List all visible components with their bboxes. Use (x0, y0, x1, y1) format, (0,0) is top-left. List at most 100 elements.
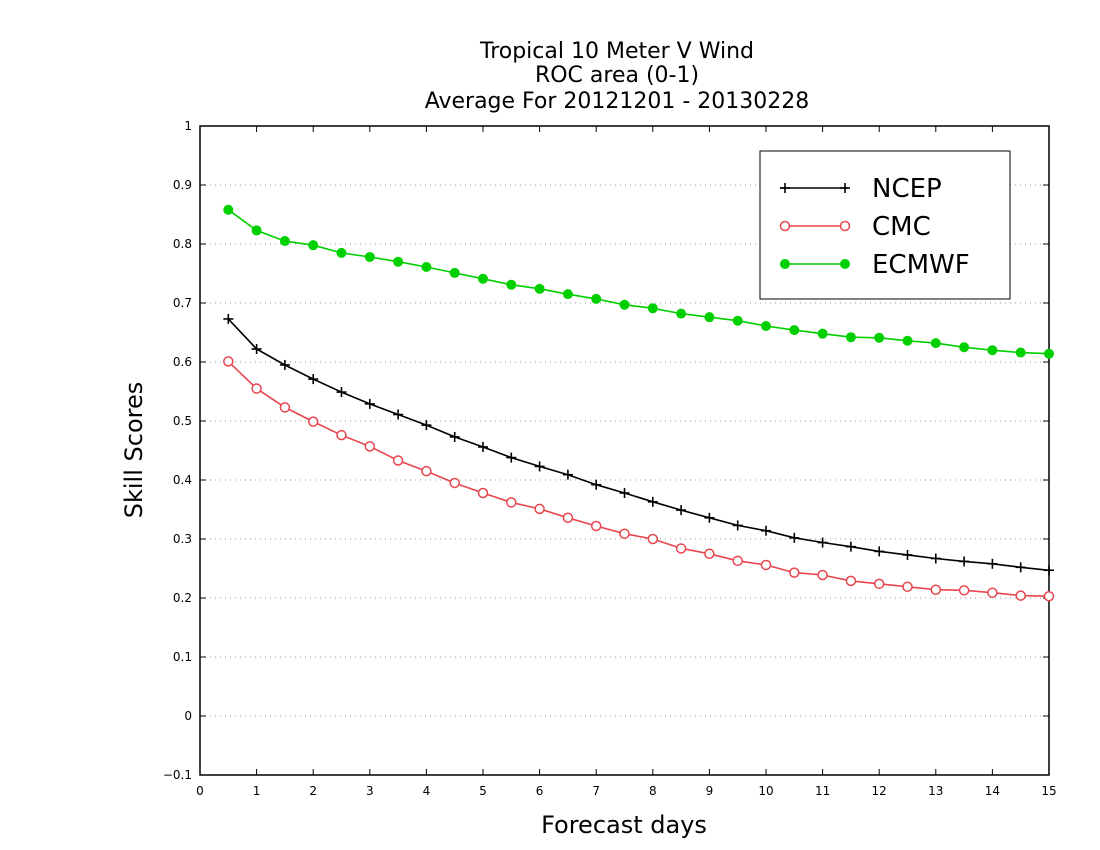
y-tick-label: 0.3 (173, 532, 192, 546)
x-tick-label: 15 (1041, 784, 1056, 798)
cmc-point (619, 528, 630, 539)
ecmwf-point (874, 332, 885, 343)
y-tick-label: 0.4 (173, 473, 192, 487)
cmc-point (704, 548, 715, 559)
cmc-point (1015, 590, 1026, 601)
cmc-point (958, 585, 970, 596)
ecmwf-point (647, 303, 658, 314)
chart-title-line-1: Tropical 10 Meter V Wind (479, 39, 754, 64)
cmc-point (279, 402, 291, 413)
x-axis-title: Forecast days (541, 811, 707, 839)
plot-area-frame (199, 125, 1050, 776)
cmc-point (336, 429, 347, 441)
y-tick-label: 0.6 (173, 355, 192, 369)
ecmwf-point (845, 332, 856, 343)
cmc-point (987, 587, 998, 598)
y-axis-title: Skill Scores (120, 382, 148, 519)
cmc-point (392, 455, 404, 466)
x-tick-label: 2 (309, 784, 317, 798)
ecmwf-point (478, 273, 488, 284)
x-tick-label: 6 (536, 784, 544, 798)
cmc-point (930, 584, 942, 595)
cmc-point (307, 416, 319, 427)
chart-title-group: Tropical 10 Meter V Wind ROC area (0-1) … (425, 39, 810, 114)
x-tick-label: 13 (928, 784, 943, 798)
x-tick-label: 7 (592, 784, 600, 798)
x-tick-label: 8 (649, 784, 657, 798)
series-cmc (223, 356, 1055, 602)
chart-title-line-2: ROC area (0-1) (535, 63, 699, 88)
x-tick-label: 3 (366, 784, 374, 798)
ecmwf-point (534, 283, 545, 294)
y-tick-label: 0.1 (173, 650, 192, 664)
cmc-point (779, 220, 791, 232)
cmc-point (845, 575, 857, 587)
y-tick-label: 0 (184, 709, 192, 723)
chart-title-line-3: Average For 20121201 - 20130228 (425, 89, 810, 114)
ncep-line (227, 318, 1050, 572)
ecmwf-point (987, 345, 998, 356)
ecmwf-point (421, 262, 432, 273)
cmc-point (817, 569, 828, 581)
legend-item-ecmwf: ECMWF (780, 250, 970, 280)
ecmwf-point (619, 299, 630, 310)
legend-item-cmc: CMC (779, 212, 931, 242)
cmc-point (1043, 590, 1055, 602)
ecmwf-point (930, 338, 941, 349)
cmc-point (477, 487, 489, 499)
cmc-point (590, 520, 602, 532)
legend-label-ncep: NCEP (872, 174, 942, 204)
cmc-point (647, 533, 659, 545)
ecmwf-point (732, 315, 743, 326)
ecmwf-point (789, 325, 800, 336)
ecmwf-point (1044, 348, 1054, 359)
y-axis-ticks: −0.1 0 0.1 0.2 0.3 0.4 0.5 0.6 0.7 0.8 0.9 1 (163, 119, 1049, 782)
y-tick-label: −0.1 (163, 768, 192, 782)
x-tick-label: 1 (253, 784, 261, 798)
cmc-point (251, 383, 262, 394)
y-tick-label: 0.5 (173, 414, 192, 428)
ecmwf-point (840, 259, 850, 269)
ecmwf-point (704, 312, 715, 323)
x-tick-label: 10 (758, 784, 773, 798)
ecmwf-point (1015, 347, 1026, 358)
legend-item-ncep: NCEP (780, 174, 942, 204)
x-tick-label: 12 (872, 784, 887, 798)
legend: NCEP CMC ECMWF (759, 150, 1011, 300)
cmc-point (223, 356, 234, 367)
y-tick-label: 0.8 (173, 237, 192, 251)
cmc-point (562, 512, 574, 524)
cmc-point (449, 477, 460, 489)
cmc-point (839, 220, 851, 232)
y-tick-label: 0.9 (173, 178, 192, 192)
y-tick-label: 0.2 (173, 591, 192, 605)
series-ncep (223, 313, 1054, 576)
ecmwf-point (562, 289, 573, 300)
ecmwf-point (336, 247, 347, 258)
y-tick-label: 1 (184, 119, 192, 133)
cmc-point (902, 581, 913, 593)
legend-box (759, 150, 1011, 300)
cmc-point (732, 555, 743, 567)
x-tick-label: 14 (985, 784, 1000, 798)
cmc-point (760, 559, 772, 571)
ecmwf-point (676, 308, 687, 319)
ecmwf-point (223, 204, 234, 215)
legend-label-ecmwf: ECMWF (872, 250, 970, 280)
cmc-point (789, 567, 800, 578)
cmc-point (364, 441, 376, 452)
ecmwf-point (817, 328, 828, 339)
x-tick-label: 0 (196, 784, 204, 798)
ecmwf-point (780, 259, 790, 269)
x-tick-label: 11 (815, 784, 830, 798)
cmc-point (873, 578, 885, 590)
ecmwf-point (364, 251, 375, 262)
x-axis-ticks: 0 1 2 3 4 5 6 7 8 9 10 11 12 13 14 15 (196, 126, 1057, 798)
ecmwf-point (959, 342, 970, 353)
cmc-point (421, 465, 432, 477)
x-tick-label: 9 (706, 784, 714, 798)
cmc-point (675, 543, 687, 554)
ecmwf-point (449, 267, 460, 278)
x-tick-label: 5 (479, 784, 487, 798)
